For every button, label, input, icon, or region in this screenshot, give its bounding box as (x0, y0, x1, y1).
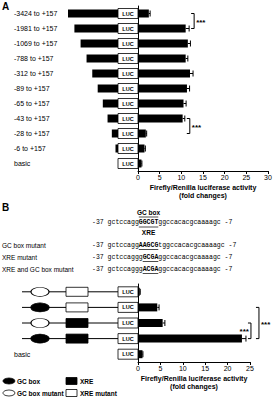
svg-text:-37 gctccaggg: -37 gctccaggg (92, 266, 143, 273)
svg-text:LUC: LUC (122, 86, 133, 92)
svg-text:GC box mutant: GC box mutant (17, 390, 64, 397)
svg-text:0: 0 (136, 365, 140, 372)
svg-text:basic: basic (14, 160, 31, 167)
svg-text:A: A (2, 1, 9, 12)
svg-text:GC box: GC box (137, 209, 160, 216)
svg-text:ggccacacgcaaaagc -7: ggccacacgcaaaagc -7 (158, 266, 232, 273)
svg-text:-37 gctccagg: -37 gctccagg (92, 242, 139, 249)
svg-text:(fold changes): (fold changes) (179, 192, 227, 200)
svg-text:GC box: GC box (17, 378, 40, 385)
svg-text:0: 0 (136, 174, 140, 181)
svg-text:LUC: LUC (122, 161, 133, 167)
svg-text:ggccacacgcaaaagc -7: ggccacacgcaaaagc -7 (158, 254, 232, 261)
svg-text:-3424 to +157: -3424 to +157 (14, 10, 58, 17)
svg-text:15: 15 (199, 174, 207, 181)
svg-text:AAGCG: AAGCG (139, 242, 159, 249)
svg-text:***: *** (261, 320, 271, 329)
svg-text:basic: basic (14, 351, 31, 358)
svg-text:-6 to +157: -6 to +157 (14, 145, 46, 152)
svg-text:ACGA: ACGA (143, 266, 159, 273)
svg-text:-89 to +157: -89 to +157 (14, 85, 50, 92)
svg-text:***: *** (196, 18, 206, 27)
svg-text:GC box mutant: GC box mutant (2, 242, 46, 249)
svg-text:Firefly/Renilla luciferase act: Firefly/Renilla luciferase activity (141, 375, 248, 383)
svg-text:15: 15 (201, 365, 209, 372)
svg-text:10: 10 (179, 365, 187, 372)
svg-text:ggccacacgcaaaagc -7: ggccacacgcaaaagc -7 (158, 219, 232, 226)
svg-text:XRE mutant: XRE mutant (80, 390, 118, 397)
svg-text:LUC: LUC (122, 116, 133, 122)
svg-text:LUC: LUC (122, 11, 133, 17)
svg-text:LUC: LUC (122, 336, 133, 342)
svg-text:XRE and GC box mutant: XRE and GC box mutant (2, 266, 74, 273)
svg-text:***: *** (192, 123, 202, 132)
svg-text:Firefly/Renilla luciferase act: Firefly/Renilla luciferase activity (150, 184, 257, 192)
svg-text:XRE: XRE (80, 378, 94, 385)
svg-text:25: 25 (246, 365, 254, 372)
svg-text:GGCGT: GGCGT (139, 219, 159, 226)
svg-text:-788 to +157: -788 to +157 (14, 55, 54, 62)
svg-text:20: 20 (224, 365, 232, 372)
svg-text:-65 to +157: -65 to +157 (14, 100, 50, 107)
svg-text:LUC: LUC (122, 101, 133, 107)
svg-text:LUC: LUC (122, 26, 133, 32)
svg-text:LUC: LUC (122, 56, 133, 62)
svg-text:LUC: LUC (122, 304, 133, 310)
svg-text:LUC: LUC (122, 131, 133, 137)
svg-text:LUC: LUC (122, 320, 133, 326)
svg-text:-43 to +157: -43 to +157 (14, 115, 50, 122)
svg-text:(fold changes): (fold changes) (170, 383, 218, 391)
svg-text:-1069 to +157: -1069 to +157 (14, 40, 58, 47)
svg-text:LUC: LUC (122, 351, 133, 357)
svg-text:20: 20 (221, 174, 229, 181)
svg-text:B: B (2, 202, 9, 213)
svg-text:-312 to +157: -312 to +157 (14, 70, 54, 77)
svg-text:XRE mutant: XRE mutant (2, 254, 37, 261)
svg-text:5: 5 (158, 365, 162, 372)
svg-text:LUC: LUC (122, 71, 133, 77)
svg-text:-37 gctccaggg: -37 gctccaggg (92, 254, 143, 261)
svg-text:LUC: LUC (122, 289, 133, 295)
svg-text:tggccacacgcaaaagc -7: tggccacacgcaaaagc -7 (158, 242, 236, 249)
svg-text:-28 to +157: -28 to +157 (14, 130, 50, 137)
svg-text:LUC: LUC (122, 41, 133, 47)
svg-text:-37 gctccagg: -37 gctccagg (92, 219, 139, 226)
svg-text:30: 30 (264, 174, 272, 181)
svg-text:XRE: XRE (142, 229, 156, 236)
svg-text:10: 10 (177, 174, 185, 181)
svg-text:25: 25 (242, 174, 250, 181)
svg-text:-1981 to +157: -1981 to +157 (14, 25, 58, 32)
svg-text:5: 5 (158, 174, 162, 181)
svg-text:GCGA: GCGA (143, 254, 159, 261)
svg-text:LUC: LUC (122, 146, 133, 152)
